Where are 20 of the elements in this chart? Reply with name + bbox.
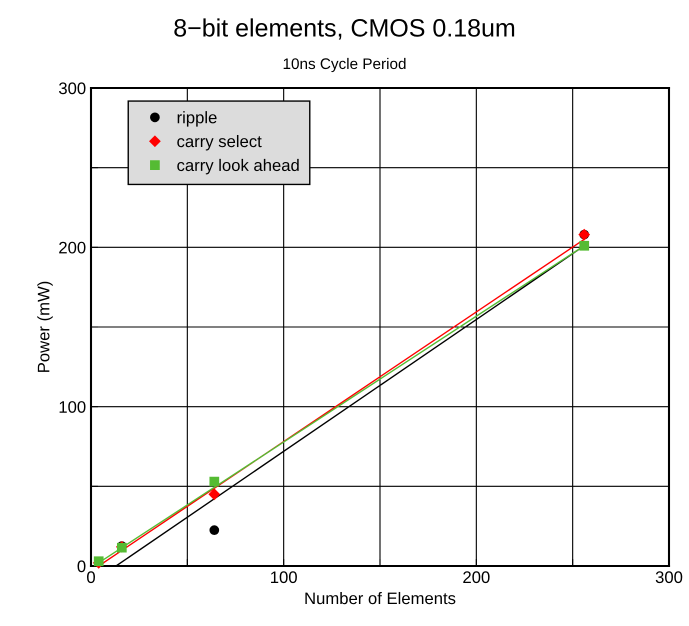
legend-label: carry select xyxy=(177,134,262,151)
point xyxy=(208,488,220,500)
y-tick-label: 200 xyxy=(59,242,86,254)
chart-subtitle: 10ns Cycle Period xyxy=(284,58,406,72)
legend-label: ripple xyxy=(178,111,217,127)
x-axis-title: Number of Elements xyxy=(305,592,456,604)
x-tick-label: 200 xyxy=(463,571,490,584)
y-axis-title: Power (mW) xyxy=(37,282,53,372)
y-tick-label: 300 xyxy=(58,82,86,94)
chart-title: 8−bit elements, CMOS 0.18um xyxy=(174,18,514,40)
x-tick-label: 100 xyxy=(271,571,297,584)
point xyxy=(579,240,590,251)
point xyxy=(209,476,220,486)
point xyxy=(94,556,104,566)
x-tick-label: 300 xyxy=(656,571,682,584)
y-tick-label: 0 xyxy=(78,560,86,572)
x-tick-label: 0 xyxy=(87,571,95,584)
y-tick-label: 100 xyxy=(60,401,86,413)
point xyxy=(209,525,220,536)
legend-label: carry look ahead xyxy=(177,158,299,174)
